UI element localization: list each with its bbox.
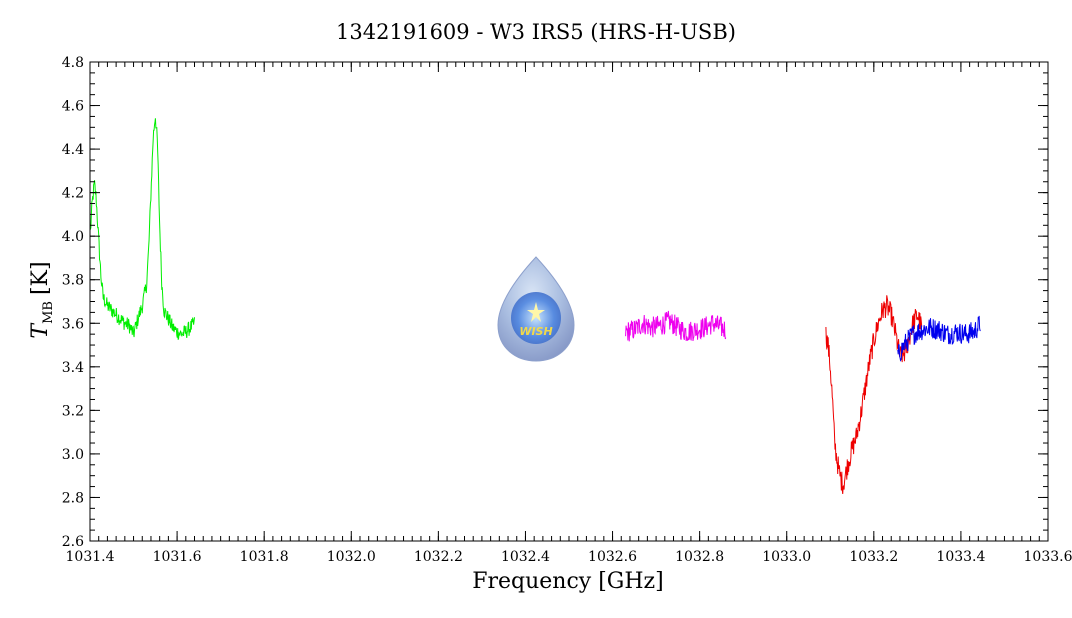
y-tick-label: 3.2 (62, 403, 84, 419)
x-tick-label: 1032.6 (588, 549, 637, 565)
x-tick-labels: 1031.4 1031.6 1031.8 1032.0 1032.2 1032.4 1032… (66, 549, 1072, 565)
ticks-layer (89, 61, 1049, 542)
x-tick-label: 1033.4 (936, 549, 985, 565)
series-line-4 (897, 315, 981, 362)
logo-text: WISH (519, 325, 552, 338)
y-tick-label: 2.6 (62, 534, 84, 550)
series-line-2 (625, 310, 727, 342)
x-tick-label: 1032.4 (501, 549, 550, 565)
y-tick-label: 3.0 (62, 447, 84, 463)
x-tick-label: 1033.2 (849, 549, 898, 565)
series-layer (89, 118, 981, 494)
y-tick-label: 4.4 (62, 142, 84, 158)
y-tick-label: 3.4 (62, 360, 84, 376)
x-tick-label: 1031.8 (240, 549, 289, 565)
y-tick-label: 4.8 (62, 55, 84, 71)
x-axis-label: Frequency [GHz] (472, 569, 664, 594)
y-tick-label: 2.8 (62, 490, 84, 506)
chart-title: 1342191609 - W3 IRS5 (HRS-H-USB) (336, 20, 736, 44)
y-axis-label: TMB [K] (28, 261, 56, 338)
wish-logo: WISH (497, 256, 575, 362)
y-tick-labels: 2.6 2.8 3.0 3.2 3.4 3.6 3.8 4.0 4.2 4.4 4.6 4.8 (62, 55, 84, 550)
plot-frame (89, 61, 1049, 542)
y-axis-label-main: T (28, 322, 53, 339)
y-tick-label: 3.6 (62, 316, 84, 332)
x-tick-label: 1031.6 (153, 549, 202, 565)
x-tick-label: 1031.4 (66, 549, 115, 565)
x-tick-label: 1033.6 (1024, 549, 1072, 565)
y-axis-label-unit: [K] (28, 261, 53, 295)
y-tick-label: 4.2 (62, 186, 84, 202)
y-axis-label-sub: MB (41, 301, 56, 324)
series-line-1 (89, 118, 196, 340)
x-tick-label: 1032.8 (675, 549, 724, 565)
x-tick-label: 1033.0 (762, 549, 811, 565)
y-tick-label: 4.6 (62, 99, 84, 115)
y-tick-label: 3.8 (62, 273, 84, 289)
y-tick-label: 4.0 (62, 229, 84, 245)
x-tick-label: 1032.2 (414, 549, 463, 565)
series-line-3 (825, 295, 923, 494)
x-tick-label: 1032.0 (327, 549, 376, 565)
